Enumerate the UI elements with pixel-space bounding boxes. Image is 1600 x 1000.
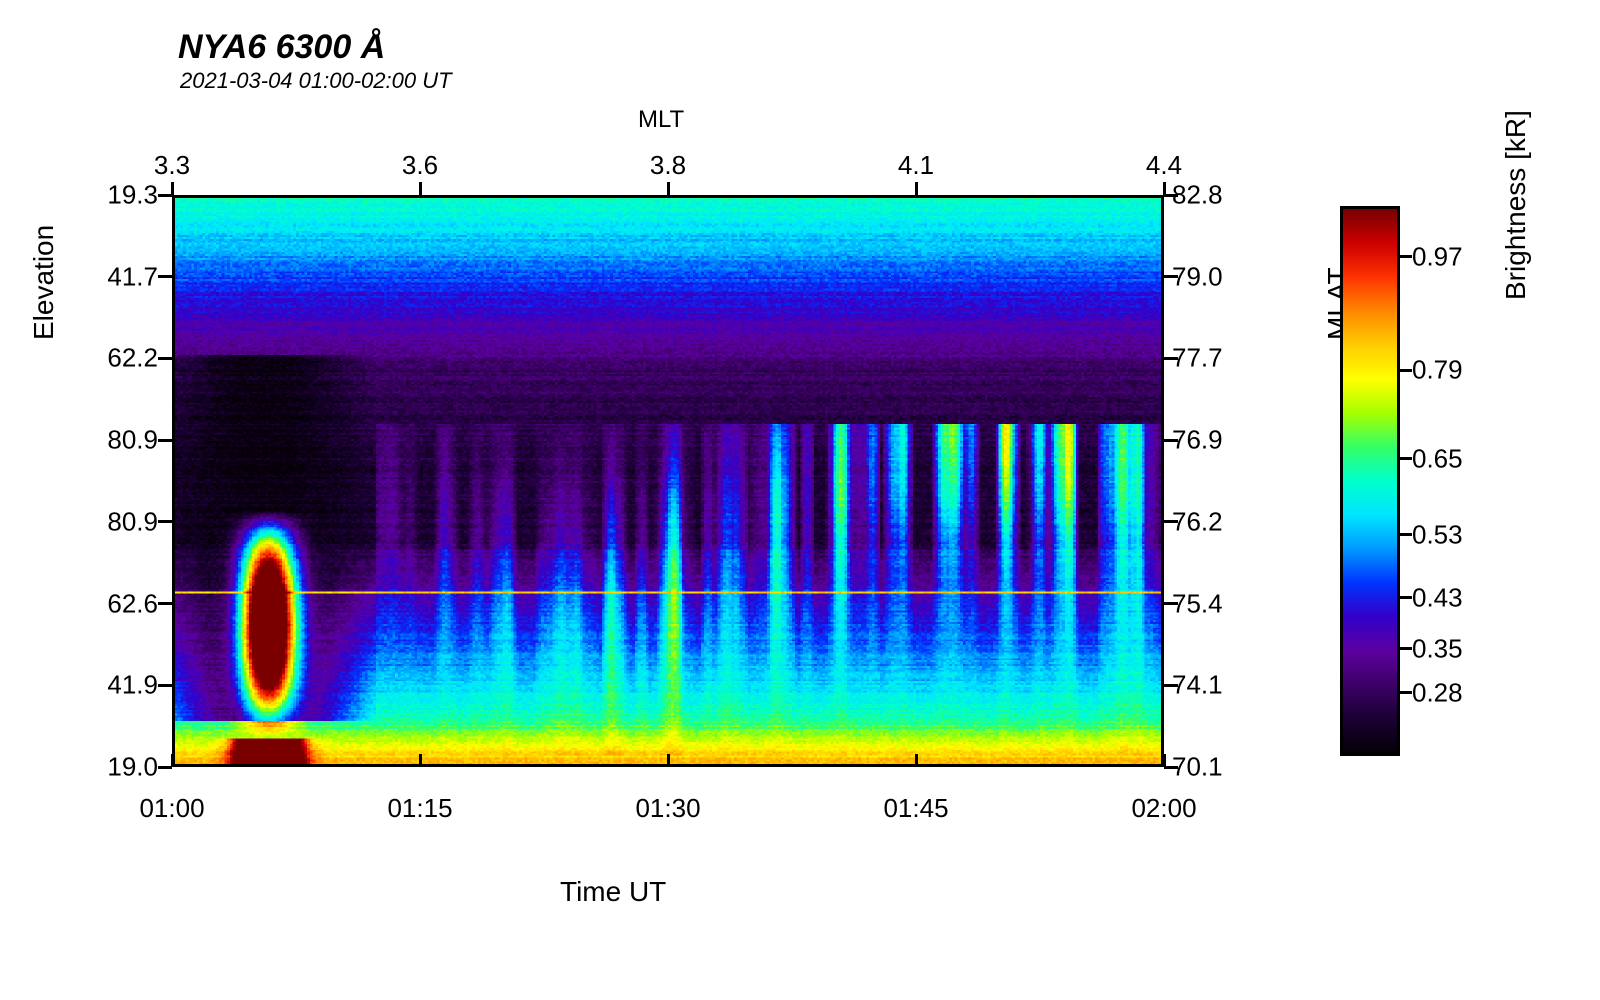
colorbar-tick-mark	[1400, 691, 1412, 694]
axis-tick-label: 76.9	[1172, 425, 1223, 456]
tick-mark	[419, 754, 422, 767]
tick-mark	[158, 439, 172, 442]
tick-mark	[915, 754, 918, 767]
colorbar-tick-label: 0.43	[1412, 582, 1463, 613]
colorbar-tick-mark	[1400, 369, 1412, 372]
chart-title: NYA6 6300 Å	[178, 28, 385, 67]
axis-tick-label: 62.6	[107, 588, 158, 619]
tick-mark	[1164, 602, 1178, 605]
axis-tick-label: 3.6	[402, 150, 438, 181]
axis-tick-label: 80.9	[107, 425, 158, 456]
axis-tick-label: 3.3	[154, 150, 190, 181]
chart-subtitle: 2021-03-04 01:00-02:00 UT	[180, 68, 452, 94]
axis-tick-label: 82.8	[1172, 180, 1223, 211]
tick-mark	[1164, 439, 1178, 442]
axis-tick-label: 02:00	[1131, 793, 1196, 824]
tick-mark	[158, 194, 172, 197]
tick-mark	[1164, 194, 1178, 197]
axis-tick-label: 79.0	[1172, 261, 1223, 292]
axis-tick-label: 01:45	[883, 793, 948, 824]
left-axis-title: Elevation	[28, 225, 60, 340]
tick-mark	[158, 357, 172, 360]
axis-tick-label: 01:00	[139, 793, 204, 824]
axis-tick-label: 77.7	[1172, 343, 1223, 374]
tick-mark	[158, 275, 172, 278]
top-axis-title: MLT	[638, 106, 684, 134]
axis-tick-label: 62.2	[107, 343, 158, 374]
axis-tick-label: 80.9	[107, 506, 158, 537]
tick-mark	[158, 684, 172, 687]
heatmap-canvas[interactable]	[172, 195, 1164, 767]
colorbar-tick-mark	[1400, 457, 1412, 460]
axis-tick-label: 41.9	[107, 670, 158, 701]
tick-mark	[1164, 520, 1178, 523]
axis-tick-label: 70.1	[1172, 752, 1223, 783]
colorbar-tick-mark	[1400, 647, 1412, 650]
colorbar-tick-label: 0.65	[1412, 443, 1463, 474]
colorbar-tick-label: 0.97	[1412, 241, 1463, 272]
axis-tick-label: 3.8	[650, 150, 686, 181]
tick-mark	[158, 766, 172, 769]
colorbar-tick-label: 0.79	[1412, 355, 1463, 386]
bottom-axis-title: Time UT	[560, 876, 666, 908]
axis-tick-label: 75.4	[1172, 588, 1223, 619]
colorbar-tick-mark	[1400, 255, 1412, 258]
tick-mark	[1164, 766, 1178, 769]
colorbar-tick-label: 0.53	[1412, 519, 1463, 550]
tick-mark	[1164, 357, 1178, 360]
colorbar-tick-mark	[1400, 596, 1412, 599]
axis-tick-label: 19.3	[107, 180, 158, 211]
axis-tick-label: 76.2	[1172, 506, 1223, 537]
axis-tick-label: 4.1	[898, 150, 934, 181]
colorbar-tick-mark	[1400, 533, 1412, 536]
colorbar-tick-label: 0.35	[1412, 633, 1463, 664]
tick-mark	[1164, 275, 1178, 278]
colorbar-title: Brightness [kR]	[1500, 110, 1532, 300]
colorbar-tick-label: 0.28	[1412, 677, 1463, 708]
colorbar[interactable]	[1340, 206, 1400, 756]
tick-mark	[158, 602, 172, 605]
tick-mark	[419, 182, 422, 195]
tick-mark	[158, 520, 172, 523]
axis-tick-label: 01:30	[635, 793, 700, 824]
axis-tick-label: 41.7	[107, 261, 158, 292]
axis-tick-label: 74.1	[1172, 670, 1223, 701]
tick-mark	[667, 754, 670, 767]
axis-tick-label: 4.4	[1146, 150, 1182, 181]
tick-mark	[667, 182, 670, 195]
tick-mark	[915, 182, 918, 195]
axis-tick-label: 01:15	[387, 793, 452, 824]
axis-tick-label: 19.0	[107, 752, 158, 783]
tick-mark	[1164, 684, 1178, 687]
